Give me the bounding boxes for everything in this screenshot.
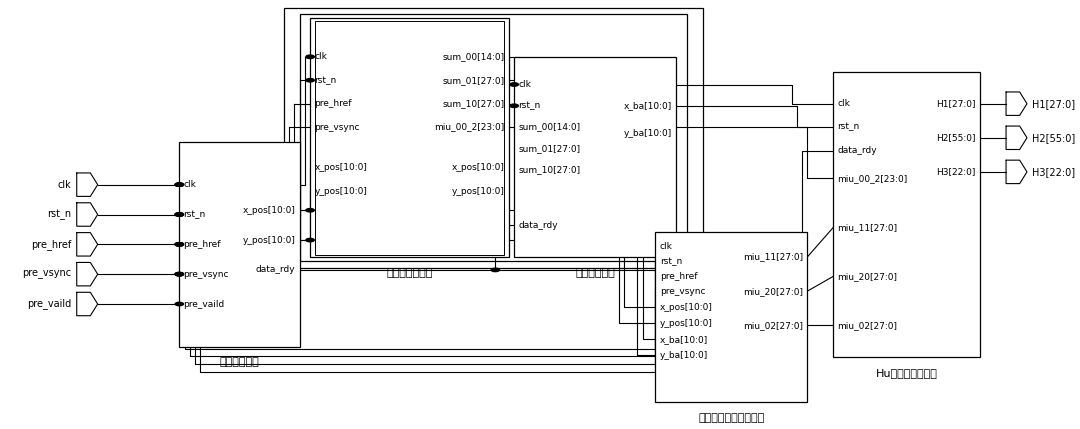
Bar: [834, 72, 980, 357]
Text: pre_href: pre_href: [184, 240, 221, 249]
Circle shape: [306, 208, 314, 212]
Text: 归一化几何矩计算模块: 归一化几何矩计算模块: [698, 413, 765, 423]
Text: miu_00_2[23:0]: miu_00_2[23:0]: [434, 123, 504, 132]
Circle shape: [175, 183, 184, 186]
Text: miu_20[27:0]: miu_20[27:0]: [743, 287, 804, 296]
Circle shape: [175, 183, 184, 186]
Text: miu_00_2[23:0]: miu_00_2[23:0]: [838, 174, 908, 183]
Text: Hu不变矩计算模块: Hu不变矩计算模块: [876, 368, 937, 378]
Text: sum_00[14:0]: sum_00[14:0]: [518, 123, 580, 132]
Circle shape: [306, 239, 314, 242]
Text: pre_href: pre_href: [314, 99, 352, 108]
Circle shape: [510, 104, 518, 108]
Text: miu_02[27:0]: miu_02[27:0]: [743, 321, 804, 330]
Text: H3[22:0]: H3[22:0]: [1032, 167, 1076, 177]
Circle shape: [306, 79, 314, 82]
Circle shape: [175, 272, 184, 276]
Circle shape: [175, 213, 184, 216]
Text: pre_vaild: pre_vaild: [27, 299, 71, 309]
Bar: [514, 57, 676, 257]
Circle shape: [175, 243, 184, 246]
Text: H2[55:0]: H2[55:0]: [936, 133, 975, 142]
Circle shape: [175, 243, 184, 246]
Bar: [299, 14, 687, 261]
Text: rst_n: rst_n: [518, 101, 541, 110]
Circle shape: [491, 268, 500, 272]
Bar: [310, 18, 509, 257]
Text: H3[22:0]: H3[22:0]: [936, 167, 975, 176]
Text: sum_10[27:0]: sum_10[27:0]: [443, 99, 504, 108]
Text: data_rdy: data_rdy: [256, 266, 296, 275]
Text: x_pos[10:0]: x_pos[10:0]: [243, 206, 296, 215]
Circle shape: [306, 55, 314, 58]
Text: pre_href: pre_href: [31, 239, 71, 250]
Text: y_ba[10:0]: y_ba[10:0]: [660, 350, 707, 360]
Text: y_pos[10:0]: y_pos[10:0]: [451, 187, 504, 196]
Circle shape: [510, 83, 518, 86]
Text: pre_vsync: pre_vsync: [23, 269, 71, 279]
Text: y_pos[10:0]: y_pos[10:0]: [314, 187, 367, 196]
Text: 坐标计算模块: 坐标计算模块: [219, 357, 259, 367]
Text: sum_01[27:0]: sum_01[27:0]: [518, 144, 580, 153]
Circle shape: [175, 213, 184, 216]
Text: data_rdy: data_rdy: [518, 221, 558, 230]
Text: pre_vsync: pre_vsync: [314, 123, 360, 132]
Text: x_ba[10:0]: x_ba[10:0]: [660, 335, 707, 344]
Bar: [315, 21, 503, 255]
Text: pre_href: pre_href: [660, 272, 698, 281]
Text: x_pos[10:0]: x_pos[10:0]: [451, 163, 504, 172]
Circle shape: [175, 272, 184, 276]
Circle shape: [175, 302, 184, 306]
Text: clk: clk: [838, 99, 850, 108]
Text: y_pos[10:0]: y_pos[10:0]: [243, 236, 296, 245]
Text: clk: clk: [518, 80, 531, 89]
Text: rst_n: rst_n: [184, 210, 205, 219]
Text: rst_n: rst_n: [48, 209, 71, 220]
Text: y_ba[10:0]: y_ba[10:0]: [624, 129, 672, 138]
Text: x_pos[10:0]: x_pos[10:0]: [314, 163, 367, 172]
Text: pre_vaild: pre_vaild: [184, 299, 225, 308]
Text: H2[55:0]: H2[55:0]: [1032, 133, 1076, 143]
Text: miu_11[27:0]: miu_11[27:0]: [743, 253, 804, 262]
Text: clk: clk: [314, 52, 327, 61]
Text: x_pos[10:0]: x_pos[10:0]: [660, 303, 713, 312]
Text: H1[27:0]: H1[27:0]: [936, 99, 975, 108]
Text: data_rdy: data_rdy: [838, 146, 877, 155]
Text: miu_20[27:0]: miu_20[27:0]: [838, 272, 897, 281]
Text: rst_n: rst_n: [314, 76, 337, 85]
Circle shape: [175, 272, 184, 276]
Text: sum_10[27:0]: sum_10[27:0]: [518, 165, 580, 174]
Text: sum_00[14:0]: sum_00[14:0]: [443, 52, 504, 61]
Text: 质心计算模块: 质心计算模块: [576, 268, 616, 278]
Text: pre_vsync: pre_vsync: [660, 287, 705, 296]
Bar: [179, 142, 299, 347]
Text: rst_n: rst_n: [838, 123, 860, 132]
Bar: [284, 8, 703, 268]
Text: H1[27:0]: H1[27:0]: [1032, 99, 1076, 109]
Text: clk: clk: [57, 180, 71, 190]
Text: rst_n: rst_n: [660, 257, 681, 266]
Text: 几何矩计算模块: 几何矩计算模块: [387, 268, 433, 278]
Text: pre_vsync: pre_vsync: [184, 270, 229, 279]
Text: clk: clk: [660, 242, 673, 251]
Text: y_pos[10:0]: y_pos[10:0]: [660, 319, 713, 328]
Text: x_ba[10:0]: x_ba[10:0]: [624, 101, 672, 110]
Text: clk: clk: [184, 180, 197, 189]
Text: sum_01[27:0]: sum_01[27:0]: [443, 76, 504, 85]
Text: miu_11[27:0]: miu_11[27:0]: [838, 223, 897, 232]
Circle shape: [175, 213, 184, 216]
Circle shape: [175, 183, 184, 186]
Text: miu_02[27:0]: miu_02[27:0]: [838, 321, 897, 330]
Bar: [656, 232, 807, 402]
Circle shape: [175, 243, 184, 246]
